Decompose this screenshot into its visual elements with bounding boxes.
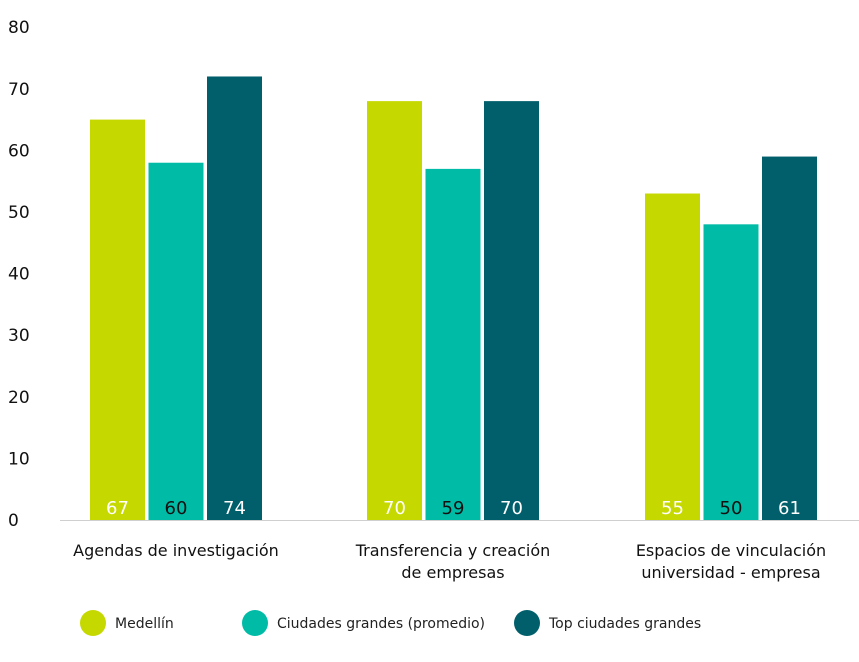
legend-item: Top ciudades grandes (514, 610, 701, 636)
legend-item: Medellín (80, 610, 174, 636)
y-tick-label: 30 (8, 326, 30, 346)
category-label: Espacios de vinculación (636, 541, 826, 560)
data-label: 74 (223, 498, 246, 519)
data-label: 50 (720, 498, 743, 519)
data-label: 70 (500, 498, 523, 519)
category-label: de empresas (401, 563, 504, 582)
legend-label: Ciudades grandes (promedio) (277, 616, 485, 632)
data-label: 60 (165, 498, 188, 519)
data-label: 61 (778, 498, 801, 519)
data-label: 55 (661, 498, 684, 519)
y-tick-label: 20 (8, 388, 30, 408)
data-labels: 67 70 55 60 59 50 74 70 61 (106, 498, 801, 519)
y-tick-label: 40 (8, 265, 30, 285)
bar (703, 224, 759, 520)
legend-label: Medellín (115, 616, 174, 632)
legend-swatch (514, 610, 540, 636)
x-axis: Agendas de investigación Transferencia y … (73, 541, 826, 582)
bars (90, 76, 817, 521)
bar (762, 156, 817, 520)
legend: Medellín Ciudades grandes (promedio) Top c… (80, 610, 701, 636)
legend-label: Top ciudades grandes (548, 616, 701, 632)
category-label: Transferencia y creación (355, 541, 551, 560)
y-tick-label: 0 (8, 511, 19, 531)
y-tick-label: 60 (8, 141, 30, 161)
bar (90, 119, 145, 520)
y-tick-label: 10 (8, 449, 30, 469)
legend-item: Ciudades grandes (promedio) (242, 610, 485, 636)
bar (367, 101, 422, 521)
data-label: 67 (106, 498, 129, 519)
bar (425, 168, 481, 520)
y-tick-label: 80 (8, 18, 30, 38)
category-label: Agendas de investigación (73, 541, 279, 560)
legend-swatch (80, 610, 106, 636)
bar (484, 101, 539, 521)
y-tick-label: 50 (8, 203, 30, 223)
legend-swatch (242, 610, 268, 636)
y-tick-label: 70 (8, 80, 30, 100)
bar (207, 76, 262, 520)
data-label: 59 (442, 498, 465, 519)
category-label: universidad - empresa (641, 563, 820, 582)
bar (148, 162, 204, 520)
y-axis: 0 10 20 30 40 50 60 70 80 (8, 18, 30, 531)
bar (645, 193, 700, 520)
data-label: 70 (383, 498, 406, 519)
